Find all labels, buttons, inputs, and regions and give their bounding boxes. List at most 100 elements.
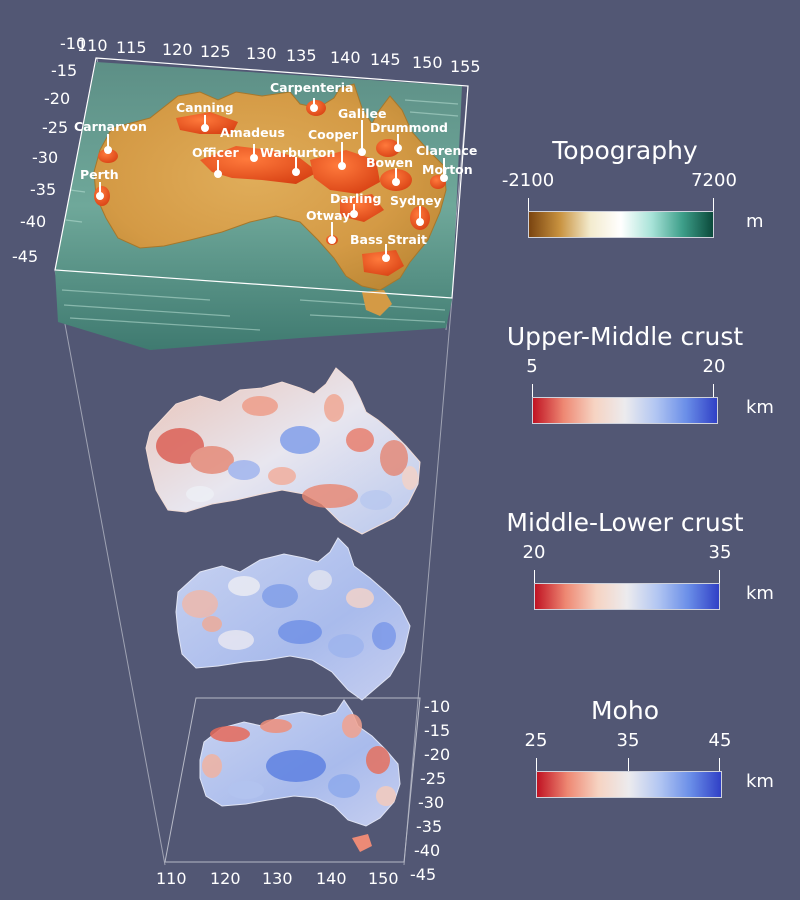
- middle-lower-crust-anomalies: [182, 570, 396, 658]
- legend-title: Middle-Lower crust: [506, 508, 744, 537]
- y-tick-label: -35: [30, 180, 56, 199]
- y-tick-label: -10: [424, 697, 450, 716]
- legend-tick-label: 35: [616, 730, 640, 751]
- basin-label: Amadeus: [220, 125, 285, 140]
- x-tick-label: 130: [262, 869, 293, 888]
- x-tick-label: 140: [330, 48, 361, 67]
- basin-drummond: [376, 139, 400, 157]
- topography-axis-box: [54, 57, 469, 299]
- topography-x-axis: -10 110 115 120 125 130 135 140 145 150 …: [60, 34, 481, 76]
- legend-title: Topography: [552, 136, 698, 165]
- basin-pins: [96, 98, 448, 262]
- legend-unit: km: [746, 583, 774, 604]
- basin-label: Otway: [306, 208, 350, 223]
- legend-tick-label: 35: [708, 542, 732, 563]
- colorbar: [536, 771, 722, 798]
- x-tick-label: 145: [370, 50, 401, 69]
- y-tick-label: -35: [416, 817, 442, 836]
- legend-tick: [628, 758, 629, 772]
- basin-carnarvon: [98, 149, 118, 163]
- legend-tick-label: 45: [708, 730, 732, 751]
- legend-tick: [713, 198, 714, 212]
- y-tick-label: -20: [424, 745, 450, 764]
- legend-tick: [528, 198, 529, 212]
- legend-topography: Topography -2100 7200 m: [470, 136, 790, 276]
- colorbar: [528, 211, 714, 238]
- basin-label: Sydney: [390, 193, 442, 208]
- basin-labels: Carpenteria Canning Galilee Drummond Ama…: [74, 80, 477, 247]
- basin-label: Carpenteria: [270, 80, 353, 95]
- y-tick-label: -45: [410, 865, 436, 884]
- basin-label: Darling: [330, 191, 381, 206]
- legend-tick-label: 20: [702, 356, 726, 377]
- x-tick-label: 120: [162, 40, 193, 59]
- y-tick-label: -25: [42, 118, 68, 137]
- colorbar: [534, 583, 720, 610]
- legend-tick-label: 25: [524, 730, 548, 751]
- basin-label: Bass Strait: [350, 232, 427, 247]
- legend-tick: [719, 570, 720, 584]
- basin-label: Officer: [192, 145, 239, 160]
- basin-cooper: [310, 150, 380, 194]
- x-tick-label: 115: [116, 38, 147, 57]
- basin-canning: [176, 112, 238, 134]
- upper-middle-crust-layer: [145, 367, 421, 535]
- basin-label: Canning: [176, 100, 234, 115]
- y-tick-label: -30: [32, 148, 58, 167]
- moho-layer: 110 120 130 140 150 -10 -15 -20 -25 -30 …: [156, 697, 450, 888]
- basin-label: Clarence: [416, 143, 477, 158]
- basin-label: Cooper: [308, 127, 359, 142]
- legend-tick-label: 20: [522, 542, 546, 563]
- basin-bass-strait: [362, 250, 404, 276]
- x-tick-label: 150: [368, 869, 399, 888]
- x-tick-label: 150: [412, 53, 443, 72]
- sedimentary-basins: [94, 100, 446, 276]
- legend-tick: [534, 570, 535, 584]
- legend-tick: [532, 384, 533, 398]
- legend-upper-middle-crust: Upper-Middle crust 5 20 km: [470, 322, 790, 462]
- y-tick-label: -30: [418, 793, 444, 812]
- basin-label: Drummond: [370, 120, 448, 135]
- legend-tick-label: 7200: [691, 170, 737, 191]
- x-tick-label: 125: [200, 42, 231, 61]
- x-tick-label: 130: [246, 44, 277, 63]
- legend-tick: [713, 384, 714, 398]
- y-tick-label: -15: [424, 721, 450, 740]
- moho-tasmania: [352, 834, 372, 852]
- legend-unit: m: [746, 211, 764, 232]
- x-tick-label: 135: [286, 46, 317, 65]
- upper-middle-crust-anomalies: [156, 394, 418, 510]
- basin-label: Morton: [422, 162, 473, 177]
- basin-officer-warburton: [200, 146, 318, 184]
- y-tick-label: -45: [12, 247, 38, 266]
- y-tick-label: -20: [44, 89, 70, 108]
- topography-y-axis: -15 -20 -25 -30 -35 -40 -45: [12, 61, 77, 266]
- legend-tick: [536, 758, 537, 772]
- legend-middle-lower-crust: Middle-Lower crust 20 35 km: [470, 508, 790, 648]
- basin-label: Galilee: [338, 106, 387, 121]
- tasmania: [362, 290, 392, 316]
- y-tick-label: -25: [420, 769, 446, 788]
- x-tick-label: 120: [210, 869, 241, 888]
- y-tick-label: -15: [51, 61, 77, 80]
- legend-moho: Moho 25 35 45 km: [470, 696, 790, 836]
- x-tick-label: -10: [60, 34, 86, 53]
- legend-title: Moho: [590, 696, 659, 725]
- basin-label: Perth: [80, 167, 119, 182]
- x-tick-label: 140: [316, 869, 347, 888]
- colorbar: [532, 397, 718, 424]
- moho-x-axis: 110 120 130 140 150: [156, 869, 399, 888]
- basin-label: Warburton: [260, 145, 335, 160]
- y-tick-label: -40: [20, 212, 46, 231]
- x-tick-label: 155: [450, 57, 481, 76]
- middle-lower-crust-layer: [175, 537, 411, 701]
- legend-unit: km: [746, 771, 774, 792]
- x-tick-label: 110: [77, 36, 108, 55]
- legend-tick: [719, 758, 720, 772]
- x-tick-label: 110: [156, 869, 187, 888]
- basin-label: Bowen: [366, 155, 413, 170]
- legend-unit: km: [746, 397, 774, 418]
- topography-panel: Carpenteria Canning Galilee Drummond Ama…: [12, 34, 481, 350]
- moho-anomalies: [202, 714, 396, 806]
